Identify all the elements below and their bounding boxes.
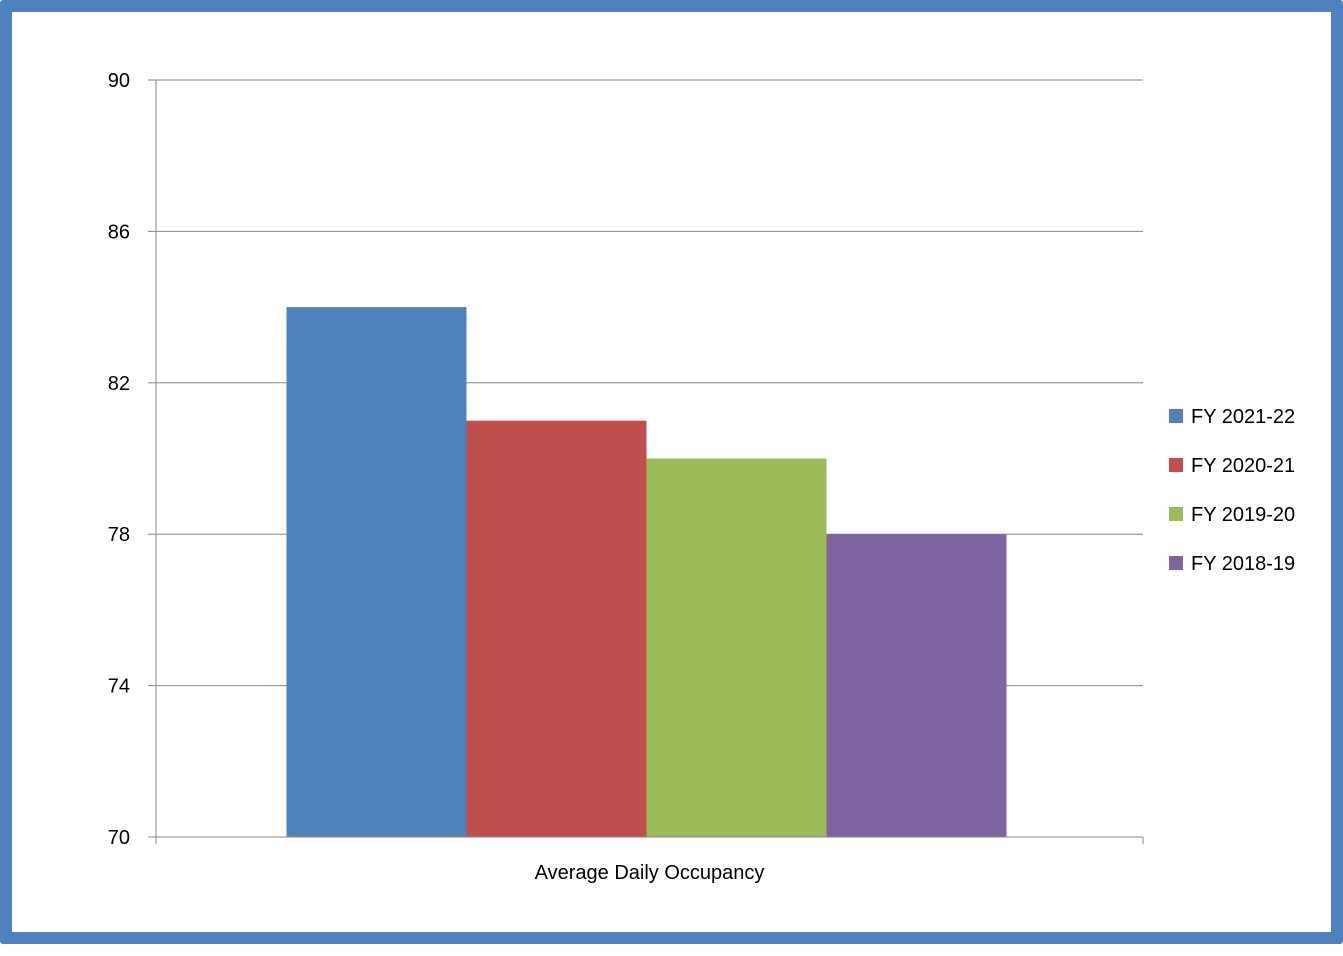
bars xyxy=(286,307,1007,838)
legend-swatch xyxy=(1169,409,1183,423)
legend-swatch xyxy=(1169,556,1183,570)
legend-label: FY 2019-20 xyxy=(1191,504,1295,526)
legend-swatch xyxy=(1169,507,1183,521)
axes xyxy=(148,79,1144,844)
y-tick-label: 70 xyxy=(108,827,130,849)
bar-fy-2018-19 xyxy=(826,534,1007,837)
legend-swatch xyxy=(1169,458,1183,472)
legend-label: FY 2021-22 xyxy=(1191,406,1295,428)
bar-fy-2019-20 xyxy=(646,458,827,837)
y-tick-label: 74 xyxy=(108,676,130,698)
y-tick-label: 90 xyxy=(108,70,130,92)
y-tick-label: 82 xyxy=(108,373,130,395)
legend: FY 2021-22 FY 2020-21 FY 2019-20 FY 2018-19 xyxy=(1169,406,1295,575)
x-axis-category-labels: Average Daily Occupancy xyxy=(535,862,765,884)
y-tick-label: 86 xyxy=(108,221,130,243)
legend-label: FY 2020-21 xyxy=(1191,455,1295,477)
bar-fy-2021-22 xyxy=(286,307,467,838)
legend-label: FY 2018-19 xyxy=(1191,553,1295,575)
x-category-label: Average Daily Occupancy xyxy=(535,862,765,884)
y-axis-tick-labels: 70 74 78 82 86 90 xyxy=(108,70,130,849)
bar-fy-2020-21 xyxy=(466,420,647,837)
bar-chart: 70 74 78 82 86 90 Average Daily Occupancy FY … xyxy=(108,70,1295,884)
y-tick-label: 78 xyxy=(108,524,130,546)
